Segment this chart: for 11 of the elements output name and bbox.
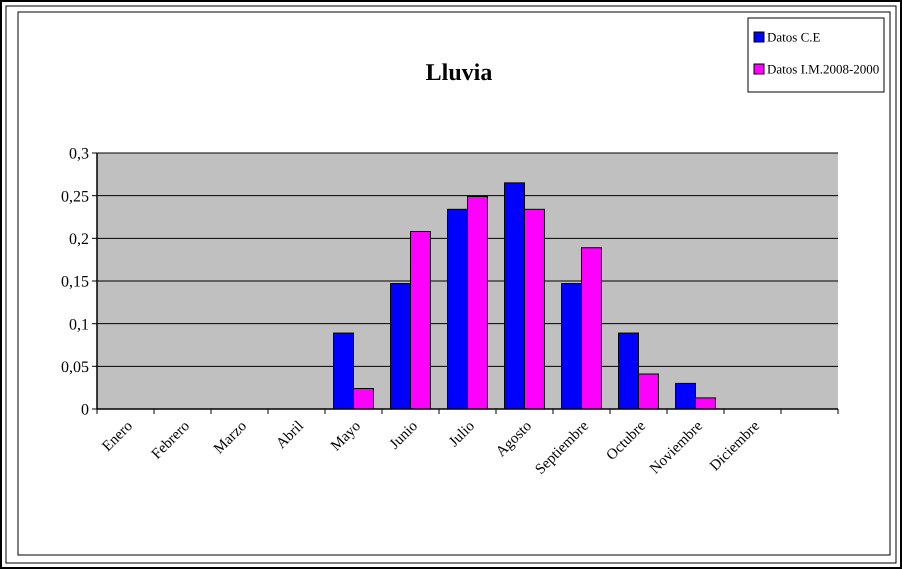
legend-label: Datos C.E bbox=[767, 30, 820, 45]
chart-title: Lluvia bbox=[426, 60, 492, 86]
y-tick-label: 0,2 bbox=[69, 230, 89, 248]
legend-label: Datos I.M.2008-2000 bbox=[767, 62, 880, 77]
x-tick-label: Julio bbox=[446, 418, 478, 450]
y-tick-label: 0,05 bbox=[61, 358, 89, 376]
y-tick-label: 0 bbox=[81, 402, 89, 419]
y-tick-label: 0,25 bbox=[61, 188, 89, 206]
y-tick-label: 0,1 bbox=[69, 316, 89, 334]
y-tick-label: 0,15 bbox=[61, 274, 89, 291]
y-tick-label: 0,3 bbox=[69, 146, 89, 163]
